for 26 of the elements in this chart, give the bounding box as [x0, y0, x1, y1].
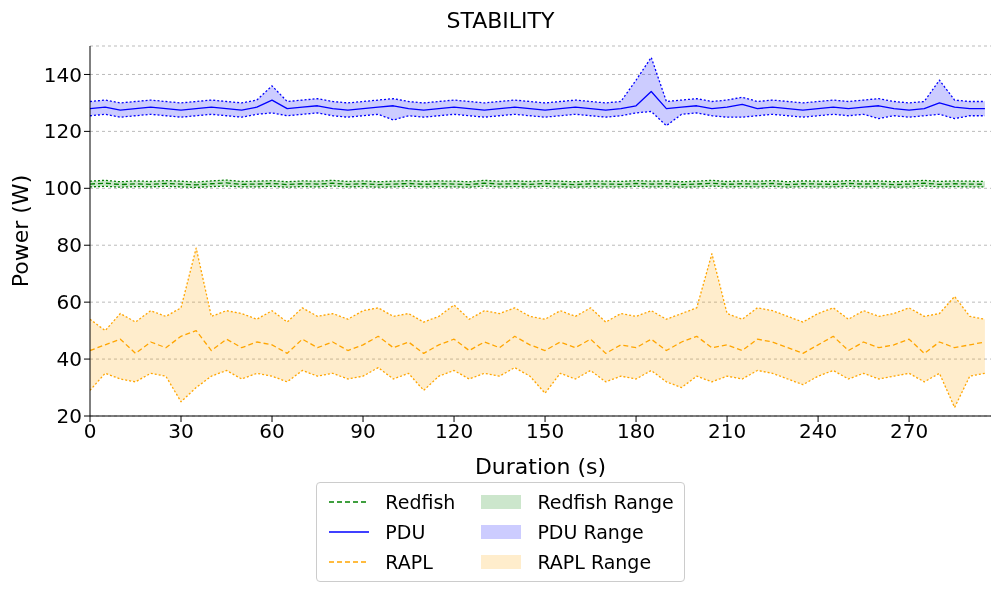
text: Redfish Range: [537, 491, 674, 513]
x-tick-label: 30: [168, 419, 194, 444]
y-tick-label: 80: [56, 233, 82, 258]
y-tick-label: 60: [56, 290, 82, 315]
y-tick-label: 100: [43, 176, 82, 201]
x-tick-label: 240: [798, 419, 838, 444]
legend-label: PDU: [385, 521, 426, 543]
x-tick-label: 150: [525, 419, 565, 444]
x-tick-label: 210: [707, 419, 747, 444]
x-tick-label: 60: [259, 419, 285, 444]
legend-label: RAPL: [385, 551, 433, 573]
y-tick-label: 120: [43, 119, 82, 144]
x-tick-label: 120: [434, 419, 474, 444]
y-axis-title: Power (W): [7, 174, 33, 288]
chart-title: STABILITY: [445, 8, 556, 35]
x-tick-label: 90: [350, 419, 376, 444]
x-tick-label: 180: [616, 419, 656, 444]
text: RAPL Range: [537, 551, 652, 573]
y-tick-label: 40: [56, 347, 82, 372]
y-tick-label: 140: [43, 62, 82, 87]
legend-label: Redfish: [385, 491, 456, 513]
x-tick-label: 270: [890, 419, 929, 444]
x-tick-label: 0: [83, 419, 97, 444]
x-axis-title: Duration (s): [474, 454, 607, 479]
text: PDU Range: [537, 521, 644, 543]
y-tick-label: 20: [56, 404, 82, 429]
